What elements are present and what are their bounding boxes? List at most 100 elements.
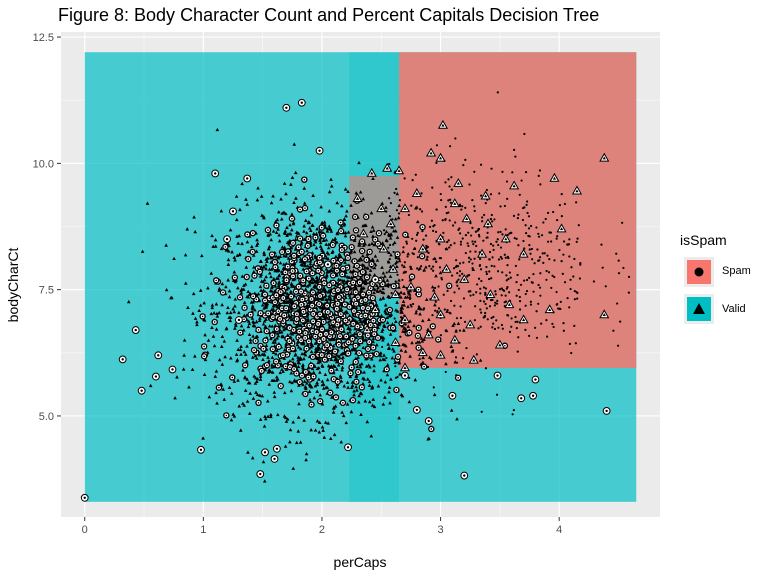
cloud-dot (482, 300, 486, 303)
cloud-triangle (288, 379, 292, 384)
cloud-dot (512, 408, 515, 412)
cloud-dot (446, 241, 449, 244)
cloud-ring-dot (350, 246, 353, 248)
cloud-ring-dot (307, 238, 310, 240)
cloud-triangle (402, 303, 407, 307)
cloud-triangle (388, 332, 393, 336)
cloud-dot (435, 144, 439, 147)
point-spam (371, 275, 380, 284)
cloud-triangle (203, 333, 207, 337)
cloud-triangle (309, 349, 314, 354)
cloud-triangle (394, 308, 398, 312)
cloud-triangle (243, 376, 247, 380)
point-spam-center (213, 172, 217, 175)
point-spam-center (605, 409, 608, 413)
cloud-ring-dot (290, 295, 292, 298)
cloud-ring-dot (349, 372, 352, 375)
cloud-ring-dot (344, 319, 347, 322)
point-valid-center (444, 267, 449, 271)
cloud-dot (424, 234, 428, 237)
cloud-triangle (396, 215, 401, 220)
cloud-triangle (388, 236, 393, 240)
cloud-triangle (309, 342, 314, 346)
cloud-dot (483, 213, 486, 217)
cloud-ring-dot (312, 313, 315, 315)
cloud-ring-dot (334, 350, 336, 353)
cloud-triangle (219, 246, 224, 251)
cloud-dot (405, 242, 409, 245)
cloud-dot (575, 201, 578, 204)
cloud-dot (484, 291, 487, 294)
cloud-dot (570, 266, 573, 269)
cloud-dot (499, 205, 502, 208)
cloud-dot (546, 211, 550, 215)
cloud-dot (576, 297, 579, 300)
cloud-triangle (264, 257, 269, 261)
cloud-triangle (219, 344, 224, 348)
cloud-triangle (264, 266, 268, 271)
cloud-triangle (290, 228, 294, 232)
cloud-triangle (289, 289, 293, 293)
cloud-triangle (316, 289, 321, 293)
cloud-triangle (358, 190, 363, 194)
cloud-dot (576, 237, 579, 240)
cloud-triangle (295, 342, 300, 347)
cloud-triangle (349, 203, 353, 207)
cloud-triangle (264, 343, 269, 347)
cloud-triangle (225, 248, 230, 252)
cloud-triangle (211, 244, 216, 248)
cloud-triangle (277, 210, 281, 214)
cloud-ring-dot (362, 271, 364, 273)
cloud-dot (435, 260, 438, 263)
cloud-ring-dot (243, 306, 246, 309)
cloud-ring-dot (203, 345, 205, 348)
cloud-triangle (282, 348, 287, 352)
cloud-dot (592, 280, 596, 283)
cloud-ring-dot (504, 344, 506, 347)
cloud-dot (562, 322, 565, 325)
cloud-triangle (247, 381, 252, 385)
cloud-triangle (227, 315, 231, 319)
x-tick-label: 4 (556, 524, 562, 536)
cloud-triangle (317, 358, 321, 362)
cloud-ring-dot (266, 364, 268, 367)
cloud-ring-dot (215, 279, 217, 282)
cloud-dot (453, 291, 456, 294)
cloud-dot (492, 244, 495, 247)
cloud-dot (444, 329, 447, 332)
cloud-dot (490, 277, 493, 280)
cloud-dot (559, 307, 562, 311)
cloud-triangle (313, 240, 318, 244)
cloud-triangle (210, 305, 215, 310)
cloud-triangle (402, 270, 406, 274)
cloud-ring-dot (239, 296, 241, 299)
cloud-ring-dot (264, 314, 266, 317)
cloud-triangle (322, 220, 327, 224)
point-valid-center (498, 343, 502, 347)
cloud-triangle (415, 219, 420, 224)
cloud-triangle (233, 326, 237, 330)
cloud-ring-dot (265, 284, 268, 287)
cloud-dot (411, 237, 414, 240)
cloud-triangle (253, 381, 258, 385)
cloud-dot (482, 286, 486, 289)
cloud-triangle (258, 393, 262, 397)
cloud-dot (517, 288, 520, 292)
cloud-triangle (262, 319, 267, 323)
cloud-triangle (282, 390, 287, 395)
cloud-triangle (250, 305, 255, 309)
cloud-triangle (381, 286, 385, 291)
cloud-dot (474, 305, 477, 308)
cloud-dot (384, 312, 387, 315)
cloud-triangle (285, 333, 290, 337)
cloud-triangle (420, 318, 425, 323)
cloud-triangle (378, 358, 382, 362)
cloud-ring-dot (337, 289, 339, 291)
cloud-triangle (261, 459, 266, 464)
cloud-ring-dot (247, 258, 250, 260)
cloud-dot (439, 192, 442, 196)
cloud-triangle (372, 363, 376, 368)
cloud-triangle (395, 309, 400, 313)
cloud-triangle (271, 304, 276, 308)
cloud-dot (491, 220, 494, 223)
